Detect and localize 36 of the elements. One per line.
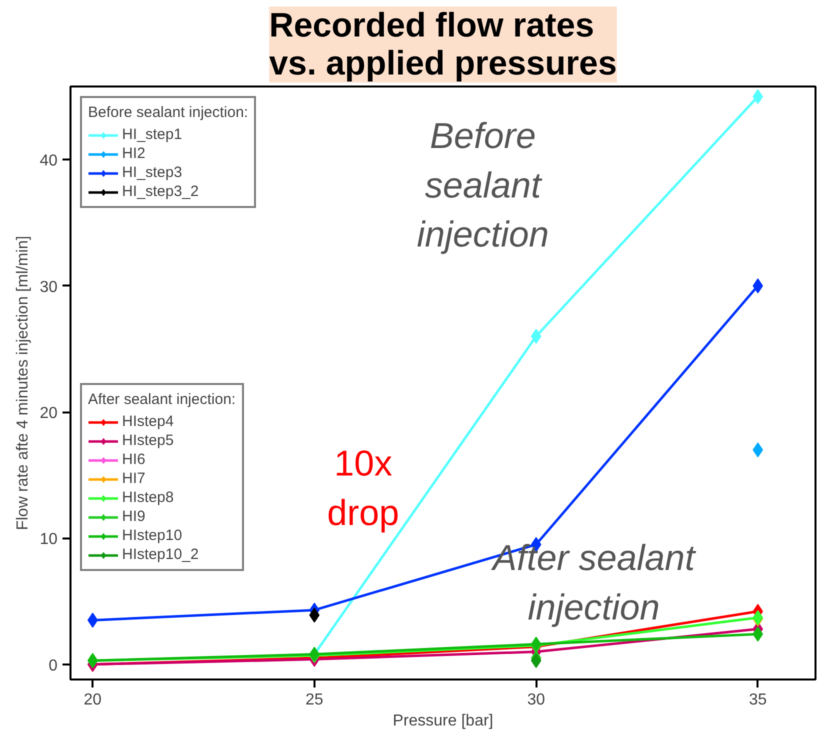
legend-label: HIstep10_2 bbox=[122, 546, 199, 563]
legend-label: HIstep10 bbox=[122, 527, 182, 544]
legend-label: HIstep4 bbox=[122, 413, 174, 430]
legend-label: HI2 bbox=[122, 145, 146, 162]
point bbox=[530, 328, 542, 344]
x-tick-label: 30 bbox=[527, 692, 546, 708]
legend-label: HI_step3 bbox=[122, 164, 182, 181]
annotation: After sealant injection bbox=[490, 537, 697, 628]
point bbox=[530, 653, 542, 668]
text: After sealant injection: bbox=[88, 391, 236, 408]
legend-label: HIstep5 bbox=[122, 432, 174, 449]
point bbox=[752, 278, 764, 294]
y-tick-label: 40 bbox=[40, 152, 58, 170]
legend-label: HI_step3_2 bbox=[122, 183, 199, 200]
annotation: 10x drop bbox=[327, 442, 400, 533]
legend-label: HIstep8 bbox=[122, 489, 174, 506]
legend-label: HI9 bbox=[122, 508, 146, 525]
chart-title: Recorded flow rates vs. applied pressures bbox=[269, 6, 617, 82]
legend-label: HI_step1 bbox=[122, 126, 182, 143]
x-tick-label: 20 bbox=[84, 692, 102, 708]
legend-label: HI7 bbox=[122, 470, 146, 487]
y-tick-label: 30 bbox=[40, 278, 58, 296]
x-tick-label: 25 bbox=[306, 692, 324, 708]
legend-label: HI6 bbox=[122, 451, 146, 468]
point bbox=[752, 89, 764, 104]
text: Before sealant injection: bbox=[88, 104, 248, 121]
y-axis-title: Flow rate afte 4 minutes injection [ml/min] bbox=[14, 236, 32, 530]
x-tick-label: 35 bbox=[748, 692, 767, 708]
point bbox=[309, 608, 320, 623]
y-tick-label: 0 bbox=[48, 657, 58, 674]
y-tick-label: 10 bbox=[40, 531, 58, 548]
point bbox=[752, 442, 764, 458]
point bbox=[752, 626, 764, 642]
x-axis-title: Pressure [bar] bbox=[392, 712, 494, 730]
y-tick-label: 20 bbox=[40, 405, 58, 422]
annotation: Before sealant injection bbox=[416, 115, 549, 255]
